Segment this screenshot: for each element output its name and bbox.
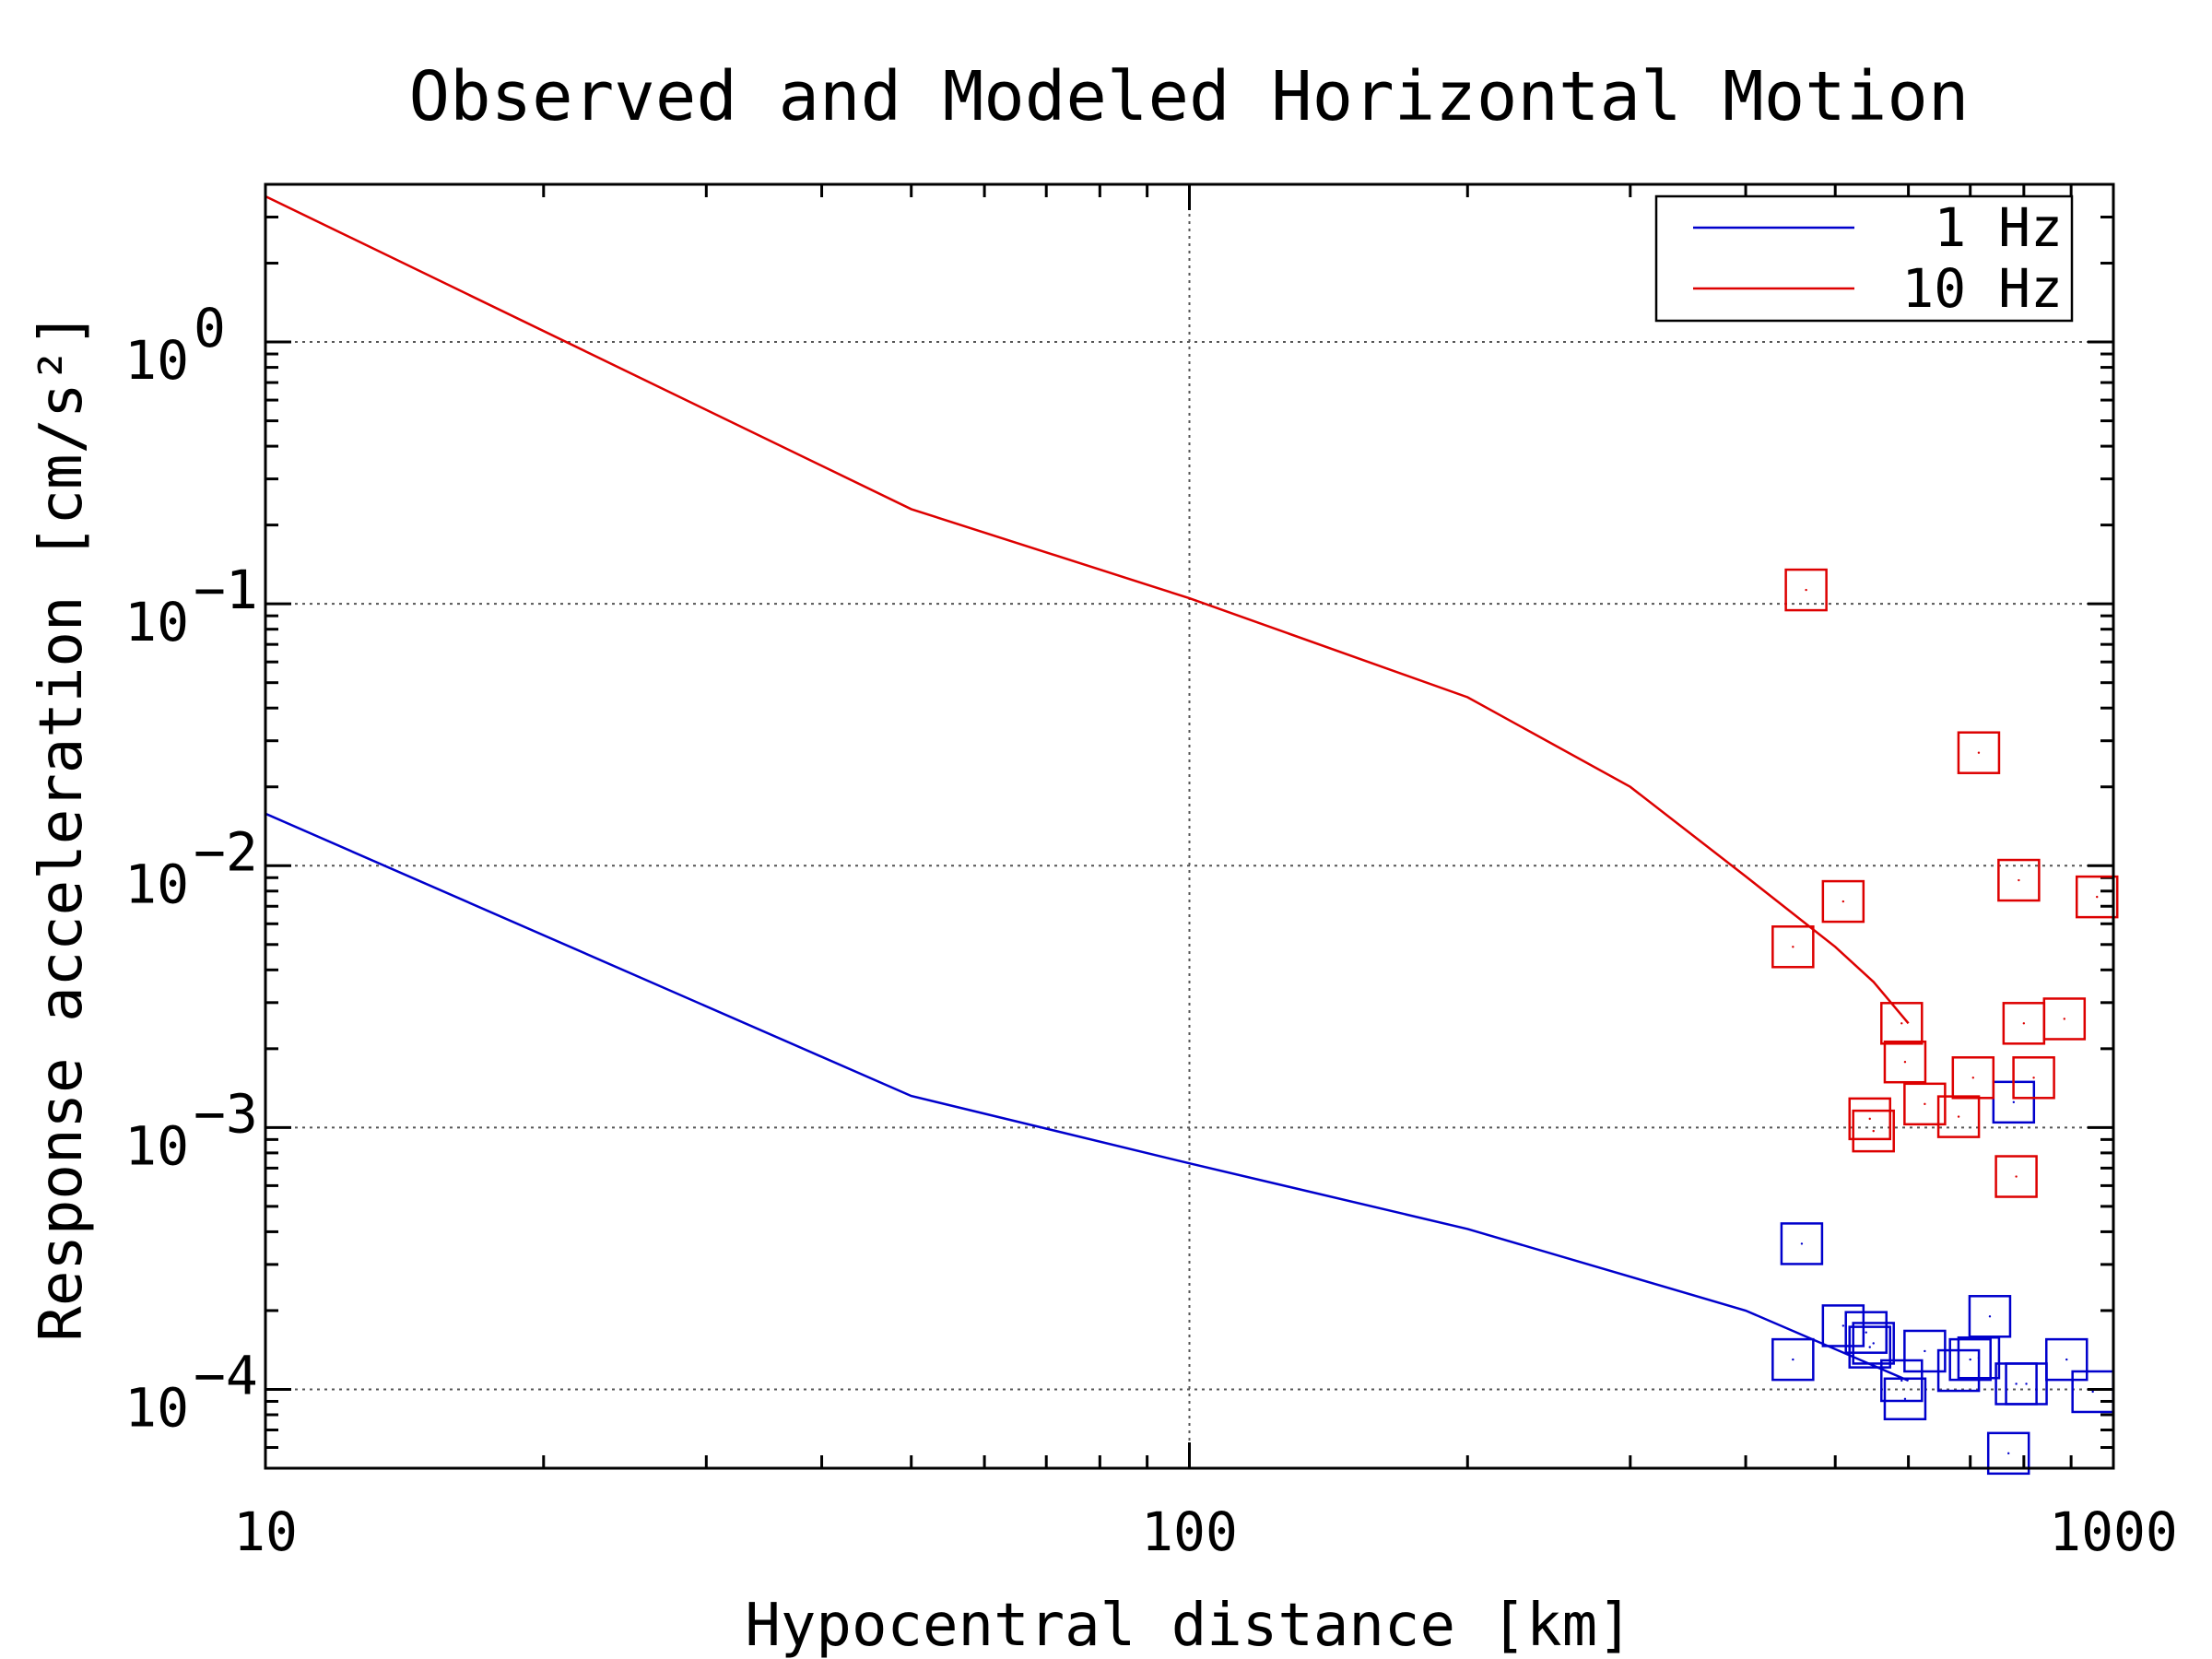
plot-frame xyxy=(264,182,2115,1470)
y-tick-label: 10 xyxy=(124,329,189,392)
observed-marker-series-1 xyxy=(1994,1155,2038,1198)
y-tick-exponent: −1 xyxy=(194,559,258,621)
observed-marker-series-1 xyxy=(1903,1082,1947,1126)
observed-marker-dot-series-0 xyxy=(1872,1342,1875,1345)
observed-marker-dot-series-0 xyxy=(1865,1331,1867,1334)
y-tick-label: 10 xyxy=(124,1376,189,1439)
observed-marker-series-1 xyxy=(2042,997,2087,1041)
legend-label: 1 Hz xyxy=(1934,196,2063,259)
y-axis-label: Response acceleration [cm/s²] xyxy=(28,312,96,1341)
observed-marker-dot-series-1 xyxy=(1924,1102,1926,1106)
observed-marker-dot-series-1 xyxy=(2063,1018,2066,1020)
observed-marker-dot-series-0 xyxy=(2015,1382,2018,1385)
observed-marker-series-1 xyxy=(1997,858,2041,902)
model-line-series-0 xyxy=(265,812,1910,1382)
observed-marker-series-0 xyxy=(2005,1362,2048,1406)
observed-marker-series-0 xyxy=(1948,1337,1992,1382)
observed-marker-series-0 xyxy=(1968,1295,2012,1338)
observed-marker-dot-series-0 xyxy=(1903,1397,1907,1400)
observed-marker-series-1 xyxy=(1880,1002,1924,1045)
observed-marker-series-0 xyxy=(1852,1322,1895,1365)
observed-marker-dot-series-1 xyxy=(2022,1022,2026,1025)
observed-marker-dot-series-0 xyxy=(2025,1382,2028,1385)
observed-marker-dot-series-0 xyxy=(2065,1358,2068,1361)
observed-marker-dot-series-0 xyxy=(1900,1379,1903,1382)
observed-marker-dot-series-1 xyxy=(1792,946,1794,948)
model-line-series-1 xyxy=(265,194,1910,1025)
observed-marker-dot-series-1 xyxy=(1868,1117,1871,1121)
y-tick-exponent: −4 xyxy=(194,1344,258,1406)
observed-marker-dot-series-0 xyxy=(1792,1358,1794,1361)
observed-marker-dot-series-0 xyxy=(1868,1346,1871,1348)
x-tick-label: 10 xyxy=(233,1500,298,1563)
observed-marker-dot-series-1 xyxy=(2096,895,2099,899)
observed-marker-dot-series-0 xyxy=(2012,1100,2016,1104)
observed-marker-dot-series-0 xyxy=(1988,1315,1992,1318)
observed-marker-series-0 xyxy=(1883,1377,1927,1421)
observed-marker-series-1 xyxy=(1883,1040,1927,1084)
y-tick-exponent: −2 xyxy=(194,820,258,883)
observed-marker-series-0 xyxy=(1780,1222,1824,1265)
observed-marker-dot-series-1 xyxy=(1805,588,1807,592)
observed-marker-dot-series-1 xyxy=(1971,1077,1975,1079)
y-tick-label: 10 xyxy=(124,853,189,915)
observed-marker-dot-series-1 xyxy=(1903,1061,1907,1064)
observed-marker-series-1 xyxy=(1784,568,1828,612)
series-layer xyxy=(265,194,2119,1476)
observed-marker-dot-series-1 xyxy=(2032,1077,2035,1079)
observed-marker-series-1 xyxy=(1852,1109,1895,1153)
observed-marker-series-0 xyxy=(1771,1337,1815,1382)
legend-label: 10 Hz xyxy=(1901,257,2063,320)
observed-marker-dot-series-1 xyxy=(1872,1129,1875,1133)
observed-marker-dot-series-1 xyxy=(2018,878,2020,882)
x-axis-label: Hypocentral distance [km] xyxy=(745,1592,1632,1659)
observed-marker-dot-series-1 xyxy=(1900,1022,1903,1025)
observed-marker-dot-series-0 xyxy=(1977,1357,1981,1359)
observed-marker-dot-series-1 xyxy=(2015,1175,2018,1178)
observed-marker-series-1 xyxy=(1957,731,2001,774)
legend-box xyxy=(1654,194,2074,323)
observed-marker-dot-series-1 xyxy=(1957,1115,1960,1118)
observed-marker-series-1 xyxy=(1821,879,1865,924)
observed-marker-dot-series-0 xyxy=(1969,1358,1971,1361)
observed-marker-dot-series-0 xyxy=(2007,1452,2010,1455)
observed-marker-series-0 xyxy=(1880,1359,1924,1403)
y-tick-exponent: −3 xyxy=(194,1082,258,1145)
y-tick-label: 10 xyxy=(124,1114,189,1177)
observed-marker-series-1 xyxy=(2075,875,2119,919)
observed-marker-dot-series-0 xyxy=(1924,1349,1926,1353)
observed-marker-dot-series-1 xyxy=(1841,900,1845,903)
chart-title: Observed and Modeled Horizontal Motion xyxy=(409,57,1970,136)
observed-marker-series-1 xyxy=(1771,925,1815,969)
observed-marker-series-1 xyxy=(2012,1056,2055,1100)
observed-marker-dot-series-0 xyxy=(1800,1242,1804,1245)
grid xyxy=(265,184,2113,1468)
observed-marker-series-0 xyxy=(2045,1337,2088,1382)
observed-marker-dot-series-0 xyxy=(1841,1324,1845,1327)
x-tick-label: 100 xyxy=(1141,1500,1238,1563)
observed-marker-series-1 xyxy=(1848,1097,1891,1141)
x-tick-label: 1000 xyxy=(2049,1500,2178,1563)
observed-marker-series-0 xyxy=(1844,1311,1888,1354)
observed-marker-series-1 xyxy=(1936,1095,1981,1138)
observed-marker-series-0 xyxy=(1848,1325,1891,1369)
y-tick-exponent: 0 xyxy=(194,297,226,359)
observed-marker-series-0 xyxy=(1986,1431,2030,1476)
y-tick-label: 10 xyxy=(124,591,189,653)
observed-marker-dot-series-1 xyxy=(1977,751,1981,754)
observed-marker-dot-series-0 xyxy=(2091,1390,2094,1394)
observed-marker-series-1 xyxy=(1951,1056,1995,1100)
